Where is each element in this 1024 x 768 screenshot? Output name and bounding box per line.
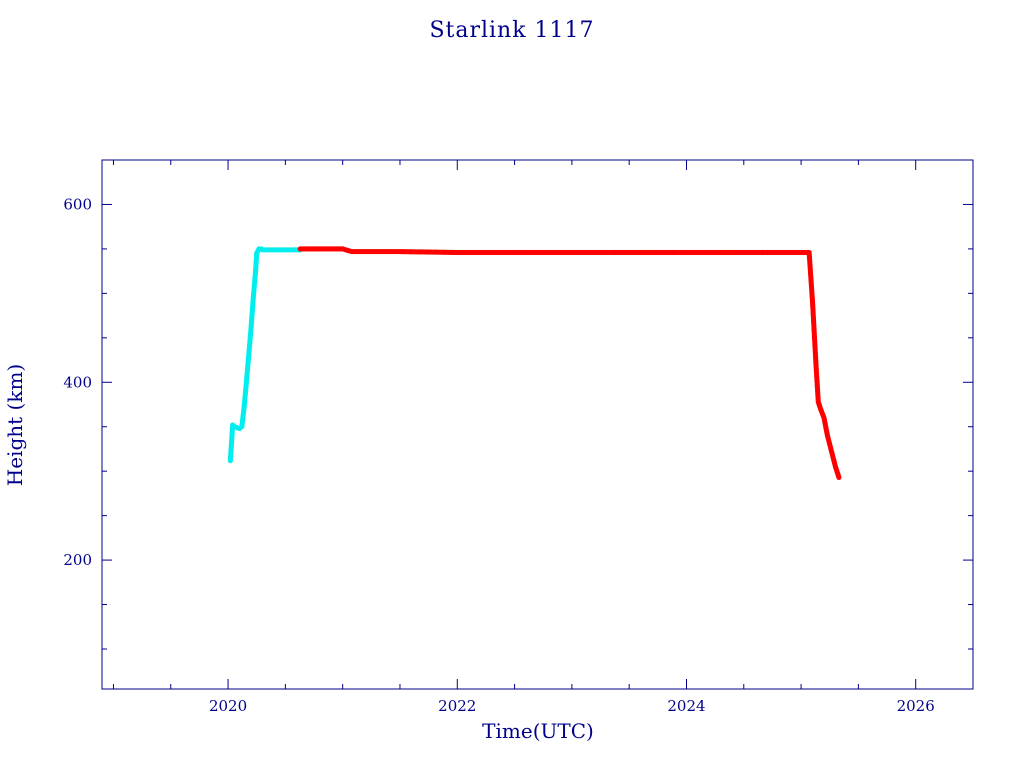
data-marks [227,246,842,480]
x-tick-label: 2020 [209,697,247,715]
x-tick-label: 2024 [667,697,705,715]
x-tick-label: 2022 [438,697,476,715]
data-point [836,474,842,480]
y-tick-label: 200 [63,551,92,569]
series-group [297,246,842,480]
plot-frame [101,159,974,690]
chart-title: Starlink 1117 [429,18,594,43]
y-axis-label: Height (km) [3,364,27,486]
y-tick-label: 400 [63,373,92,391]
axis-tick-labels: 2020 2022 2024 2026 200 400 600 [63,195,934,715]
y-tick-label: 600 [63,195,92,213]
x-tick-label: 2026 [897,697,935,715]
axis-ticks [102,160,974,689]
x-axis-label: Time(UTC) [482,719,594,743]
series-group [227,246,303,464]
